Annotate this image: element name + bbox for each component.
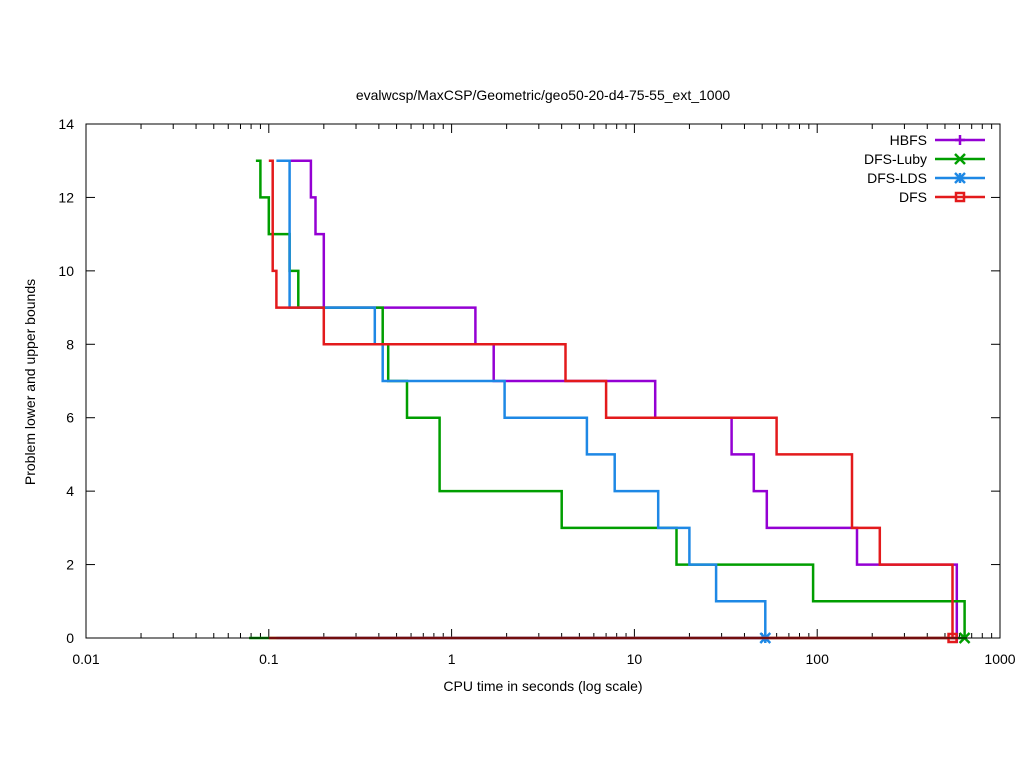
x-tick-label: 1000 — [984, 651, 1015, 667]
x-axis-label: CPU time in seconds (log scale) — [443, 678, 642, 694]
y-tick-label: 14 — [58, 116, 74, 132]
series-layer — [249, 159, 971, 644]
legend-marker-dfs — [954, 191, 966, 203]
series-dfs-lds-upper-bound — [276, 159, 767, 638]
y-axis-label: Problem lower and upper bounds — [22, 279, 38, 485]
x-tick-label: 1 — [448, 651, 456, 667]
legend-label-hbfs: HBFS — [890, 132, 927, 148]
legend-marker-dfs-luby-stroke — [954, 153, 966, 165]
series-dfs-upper-bound — [268, 159, 954, 638]
legend-marker-dfs-luby — [954, 153, 966, 165]
y-tick-label: 10 — [58, 263, 74, 279]
series-dfs-luby-upper-bound — [255, 159, 966, 638]
legend-label-dfs-lds: DFS-LDS — [867, 170, 927, 186]
x-tick-label: 0.01 — [72, 651, 99, 667]
series-hbfs-upper-bound — [289, 159, 959, 638]
y-tick-label: 12 — [58, 189, 74, 205]
legend-marker-dfs-stroke — [954, 191, 966, 203]
x-tick-label: 10 — [627, 651, 643, 667]
y-tick-label: 4 — [66, 483, 74, 499]
chart-title: evalwcsp/MaxCSP/Geometric/geo50-20-d4-75… — [356, 87, 731, 103]
legend-marker-dfs-lds-stroke — [954, 172, 966, 184]
y-tick-label: 6 — [66, 410, 74, 426]
plot-frame — [85, 123, 1001, 639]
legend-label-dfs: DFS — [899, 189, 927, 205]
legend-label-dfs-luby: DFS-Luby — [864, 151, 927, 167]
legend: HBFS DFS-Luby DFS-LDS DFS — [864, 132, 985, 205]
y-tick-label: 2 — [66, 557, 74, 573]
legend-marker-dfs-lds — [954, 172, 966, 184]
x-tick-label: 100 — [806, 651, 830, 667]
y-tick-label: 8 — [66, 336, 74, 352]
axis-ticks: 0.01 0.1 1 10 100 1000 0 2 4 6 8 10 12 14 — [58, 116, 1015, 667]
y-tick-label: 0 — [66, 630, 74, 646]
x-tick-label: 0.1 — [259, 651, 279, 667]
legend-marker-hbfs — [955, 135, 965, 145]
